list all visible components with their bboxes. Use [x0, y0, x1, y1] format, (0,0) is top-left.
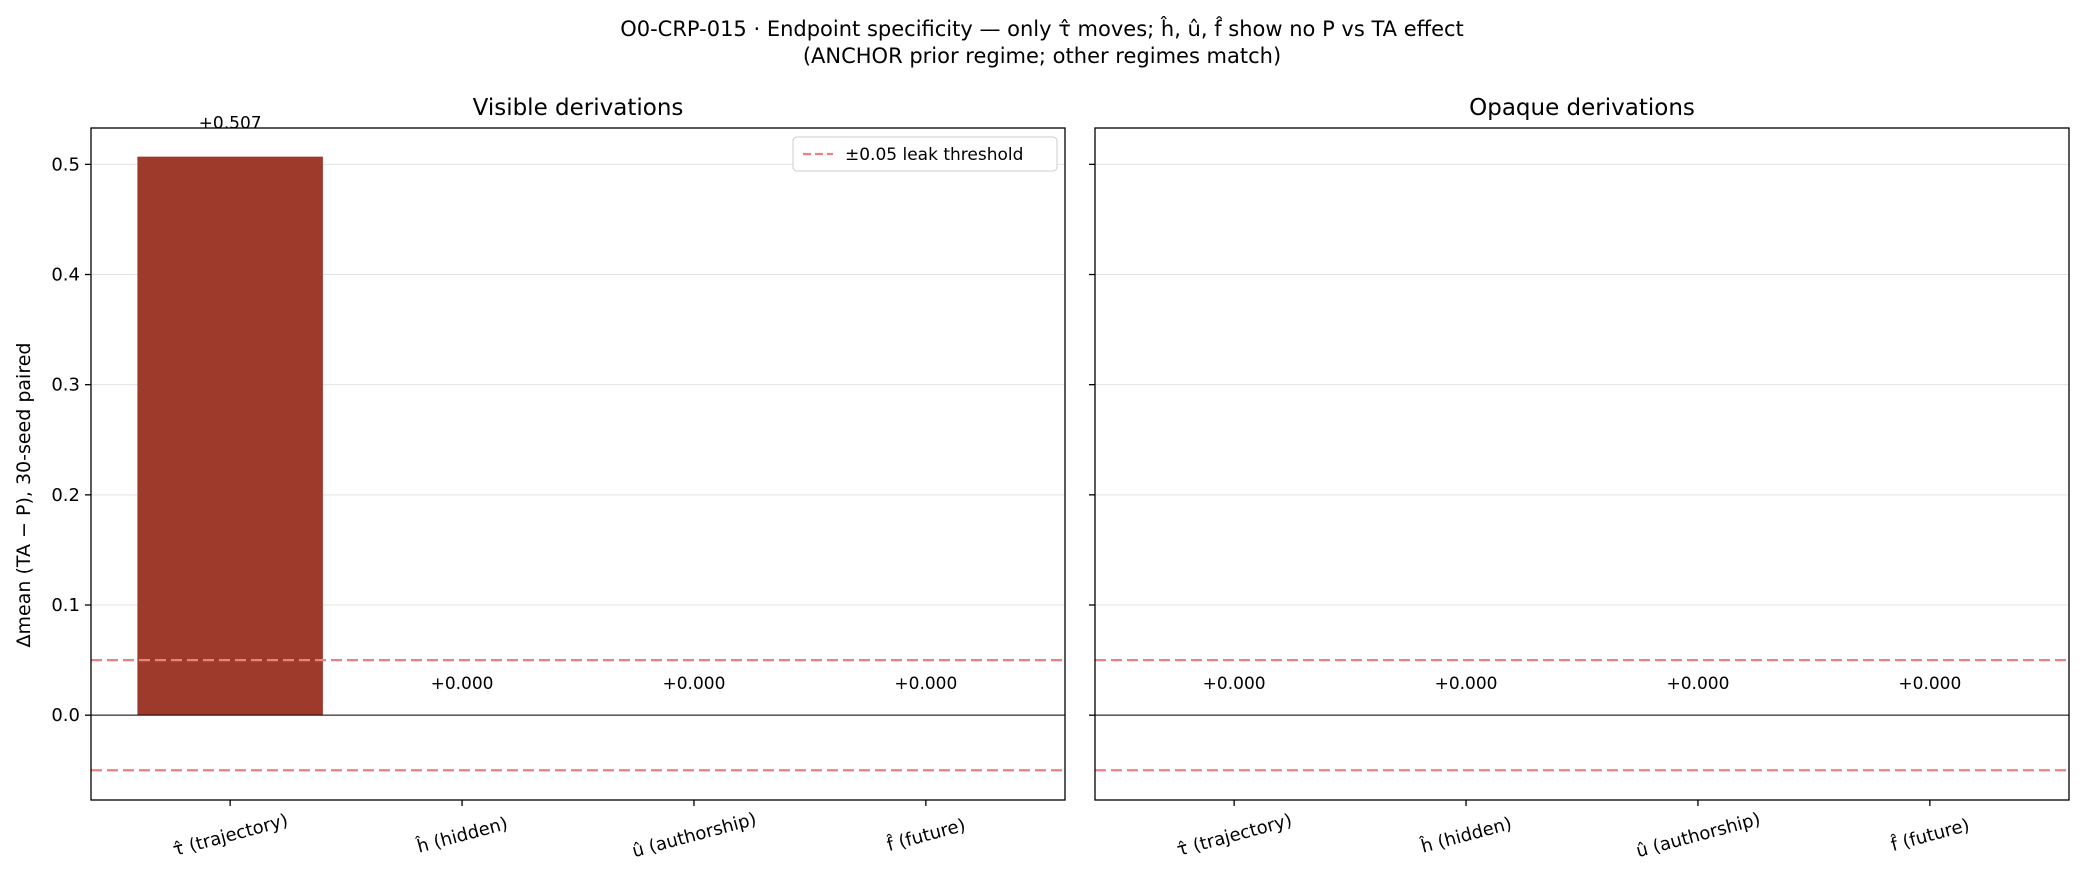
panel-2: +0.000 +0.000 +0.000 +0.000 τ̂ (trajectory) ĥ… [1089, 95, 2070, 862]
y-tick-label: 0.5 [51, 154, 80, 175]
value-label: +0.000 [431, 674, 494, 694]
panels: +0.507 +0.000 +0.000 +0.000 0.0 0.1 0.2 0.3 0.4 0… [51, 95, 2070, 862]
value-label: +0.000 [1666, 674, 1729, 694]
x-tick-label: τ̂ (trajectory) [171, 810, 291, 861]
panel-title: Opaque derivations [1469, 95, 1695, 121]
panel-1: +0.507 +0.000 +0.000 +0.000 0.0 0.1 0.2 0.3 0.4 0… [51, 95, 1066, 862]
panel-title: Visible derivations [473, 95, 684, 121]
value-label: +0.507 [199, 114, 262, 134]
value-label: +0.000 [894, 674, 957, 694]
y-tick-label: 0.2 [51, 485, 80, 506]
y-axis-label: Δmean (TA − P), 30-seed paired [13, 343, 35, 648]
y-tick-label: 0.1 [51, 595, 80, 616]
bar [137, 156, 323, 716]
value-label: +0.000 [1898, 674, 1961, 694]
figure-subtitle: (ANCHOR prior regime; other regimes matc… [803, 44, 1281, 68]
y-tick-label: 0.0 [51, 705, 80, 726]
y-tick-label: 0.3 [51, 375, 80, 396]
x-tick-label: ĥ (hidden) [1418, 812, 1514, 858]
figure-title: O0-CRP-015 · Endpoint specificity — only… [620, 16, 1464, 41]
value-label: +0.000 [662, 674, 725, 694]
value-label: +0.000 [1203, 674, 1266, 694]
x-tick-label: f̂ (future) [885, 815, 968, 856]
value-label: +0.000 [1435, 674, 1498, 694]
plot-frame [90, 127, 1066, 801]
x-tick-label: û (authorship) [1634, 809, 1763, 862]
y-tick-label: 0.4 [51, 265, 80, 286]
legend-label: ±0.05 leak threshold [845, 145, 1023, 165]
x-tick-label: û (authorship) [630, 809, 759, 862]
plot-frame [1094, 127, 2070, 801]
x-tick-label: f̂ (future) [1889, 815, 1972, 856]
legend-box [792, 136, 1058, 172]
legend: ±0.05 leak threshold [792, 136, 1058, 172]
x-tick-label: τ̂ (trajectory) [1175, 810, 1295, 861]
x-tick-label: ĥ (hidden) [414, 812, 510, 858]
